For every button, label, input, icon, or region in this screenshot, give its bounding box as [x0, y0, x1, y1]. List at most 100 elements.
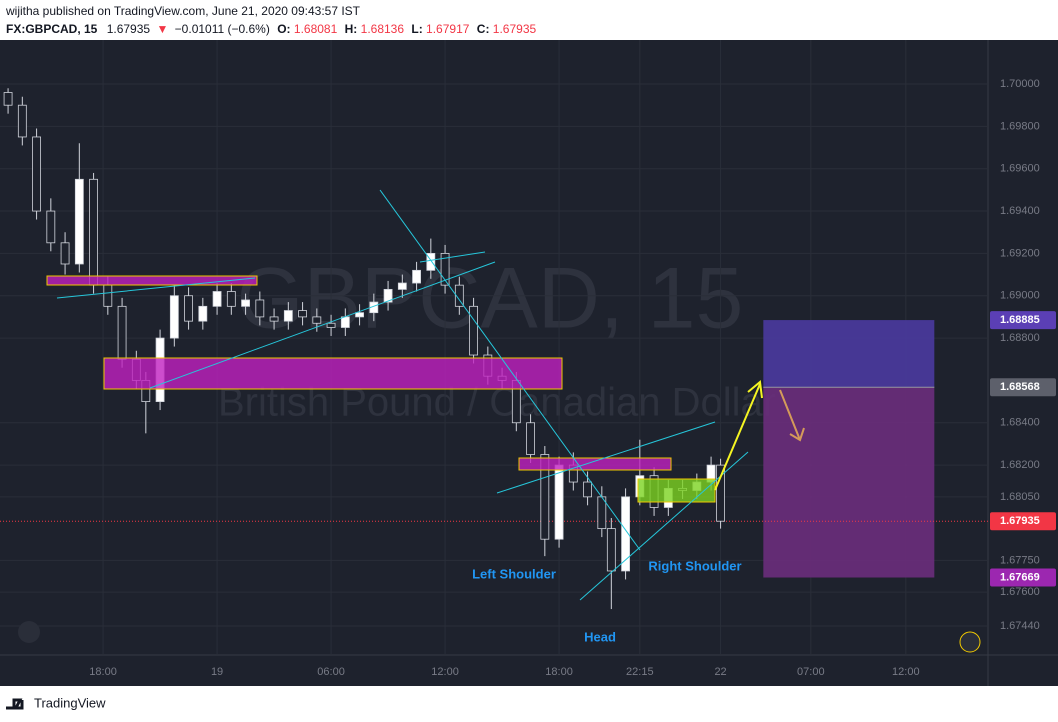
candle-body — [255, 299, 265, 318]
arrow — [714, 383, 761, 491]
zone — [46, 275, 258, 286]
h-label: H: — [345, 22, 358, 36]
candle-body — [326, 322, 336, 328]
candle-body — [606, 528, 616, 572]
x-tick-label: 12:00 — [431, 666, 459, 678]
y-tick-label: 1.69400 — [1000, 205, 1040, 217]
published-text: wijitha published on TradingView.com, Ju… — [5, 4, 361, 18]
y-tick-label: 1.69200 — [1000, 247, 1040, 259]
arrow-head — [747, 380, 763, 399]
candle-body — [198, 305, 208, 322]
candle-body — [312, 316, 322, 324]
y-tick-label: 1.68050 — [1000, 491, 1040, 503]
arrow-head — [789, 427, 805, 442]
x-tick-label: 18:00 — [89, 666, 117, 678]
trendline — [379, 189, 641, 551]
candle-body — [184, 295, 193, 322]
h-value: 1.68136 — [361, 22, 405, 36]
candle-body — [716, 464, 725, 522]
y-tick-label: 1.67750 — [1000, 554, 1040, 566]
candle-body — [454, 284, 464, 307]
price-tag-label: 1.67935 — [1000, 515, 1040, 527]
candle-body — [74, 178, 84, 265]
annotation: Left Shoulder — [472, 566, 556, 581]
candle-body — [169, 295, 179, 339]
candle-body — [283, 310, 293, 322]
stop-zone — [763, 387, 935, 578]
candle-body — [412, 269, 421, 284]
x-tick-label: 06:00 — [317, 666, 345, 678]
price-tag — [990, 568, 1056, 587]
tv-button[interactable] — [18, 621, 40, 643]
candle-body — [3, 92, 13, 106]
candle-body — [340, 316, 350, 328]
zone — [103, 357, 563, 390]
target-zone — [763, 320, 935, 388]
trendline — [496, 421, 716, 494]
y-tick-label: 1.67600 — [1000, 586, 1040, 598]
price-tag-label: 1.68568 — [1000, 381, 1040, 393]
footer-bg — [0, 686, 1058, 722]
x-tick-label: 18:00 — [545, 666, 573, 678]
price-tag — [990, 512, 1056, 531]
candle-body — [89, 178, 98, 286]
drawings — [46, 189, 805, 601]
zone — [518, 457, 672, 471]
x-tick-label: 07:00 — [797, 666, 825, 678]
arrow — [779, 389, 801, 441]
o-label: O: — [277, 22, 290, 36]
candle-body — [241, 299, 250, 307]
y-tick-label: 1.69800 — [1000, 120, 1040, 132]
l-value: 1.67917 — [426, 22, 470, 36]
candle-body — [526, 422, 535, 455]
y-tick-label: 1.68200 — [1000, 459, 1040, 471]
candle-body — [117, 305, 127, 360]
flag-icon[interactable] — [959, 631, 981, 653]
last: 1.67935 — [107, 22, 151, 36]
zone — [637, 478, 716, 503]
price-tag — [990, 311, 1056, 330]
candle-body — [103, 284, 113, 307]
candle-body — [269, 316, 279, 322]
candle-body — [397, 282, 407, 290]
header-bg — [0, 0, 1058, 40]
candle-body — [32, 136, 41, 212]
candle-body — [355, 312, 364, 318]
candle-body — [46, 210, 56, 244]
candle-body — [540, 454, 550, 540]
c-label: C: — [477, 22, 490, 36]
y-tick-label: 1.67440 — [1000, 620, 1040, 632]
annotation: Head — [584, 629, 616, 644]
watermark: GBPCAD, 15 — [237, 251, 744, 347]
down-arrow: ▼ — [156, 22, 168, 36]
candle-body — [583, 481, 592, 498]
change: −0.01011 (−0.6%) — [175, 22, 270, 36]
symbol-line: FX:GBPCAD, 15 1.67935 ▼ −0.01011 (−0.6%)… — [6, 22, 537, 36]
y-tick-label: 1.68800 — [1000, 332, 1040, 344]
o-value: 1.68081 — [294, 22, 338, 36]
y-tick-label: 1.68400 — [1000, 417, 1040, 429]
x-tick-label: 22 — [714, 666, 726, 678]
candle-body — [17, 104, 27, 138]
candle-body — [554, 464, 564, 540]
candle-body — [426, 252, 436, 271]
symbol: FX:GBPCAD, 15 — [6, 22, 98, 36]
candle-body — [60, 242, 70, 265]
candle-body — [440, 252, 450, 286]
x-tick-label: 12:00 — [892, 666, 920, 678]
price-tag-label: 1.67669 — [1000, 571, 1040, 583]
footer-brand: TradingView — [34, 695, 106, 710]
l-label: L: — [411, 22, 422, 36]
x-tick-label: 19 — [211, 666, 223, 678]
trendline — [149, 261, 496, 389]
tv-logo — [6, 698, 24, 710]
candle-body — [383, 288, 393, 303]
candle-body — [298, 310, 307, 318]
candle-body — [621, 496, 630, 572]
c-value: 1.67935 — [493, 22, 537, 36]
candle-body — [226, 291, 236, 307]
y-tick-label: 1.69000 — [1000, 290, 1040, 302]
x-tick-label: 22:15 — [626, 666, 654, 678]
